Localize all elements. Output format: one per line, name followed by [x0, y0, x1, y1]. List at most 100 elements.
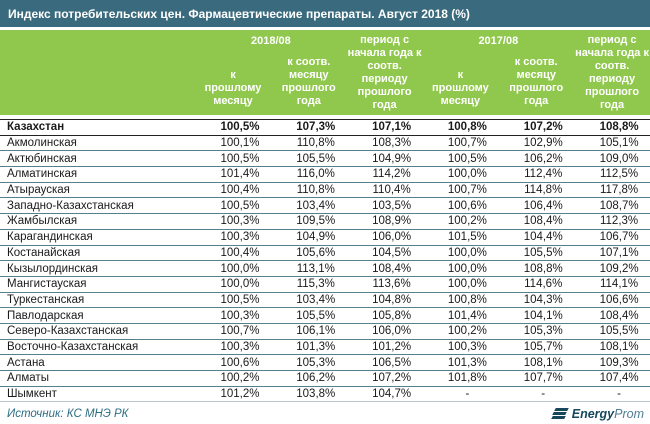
- subheader-same-month-2017: к соотв. месяцу прошлого года: [498, 52, 575, 115]
- value-cell: 105,5%: [270, 150, 347, 168]
- value-cell: 105,3%: [498, 323, 575, 340]
- value-cell: 104,1%: [498, 307, 575, 324]
- value-cell: 101,3%: [270, 339, 347, 356]
- value-cell: 105,5%: [498, 245, 575, 262]
- value-cell: 114,2%: [346, 166, 423, 183]
- value-cell: 100,0%: [195, 276, 271, 293]
- value-cell: 104,8%: [346, 292, 423, 309]
- value-cell: 103,4%: [270, 292, 347, 309]
- table-row: Карагандинская 100,3% 104,9% 106,0% 101,5% 10…: [0, 229, 650, 246]
- value-cell: 100,6%: [422, 197, 499, 215]
- subheader-ytd-2017: период с начала года к соотв. периоду пр…: [574, 30, 650, 115]
- value-cell: 101,2%: [346, 339, 423, 356]
- region-cell: Западно-Казахстанская: [0, 197, 196, 215]
- region-column-header: [0, 30, 196, 115]
- value-cell: 104,7%: [346, 386, 423, 403]
- value-cell: 109,2%: [574, 260, 650, 277]
- value-cell: 100,8%: [422, 292, 499, 309]
- value-cell: 106,6%: [574, 292, 650, 309]
- value-cell: 108,3%: [346, 135, 423, 152]
- value-cell: 100,3%: [195, 213, 271, 230]
- value-cell: 109,3%: [574, 354, 650, 371]
- value-cell: 112,3%: [574, 213, 650, 230]
- value-cell: 106,2%: [270, 370, 347, 387]
- value-cell: 113,6%: [346, 276, 423, 293]
- value-cell: 107,2%: [346, 370, 423, 387]
- region-cell: Туркестанская: [0, 292, 196, 309]
- value-cell: 100,1%: [195, 135, 271, 152]
- region-cell: Алматинская: [0, 166, 196, 183]
- subheader-ytd-2018: период с начала года к соотв. периоду пр…: [346, 30, 423, 115]
- value-cell: 100,0%: [422, 245, 499, 262]
- value-cell: 108,4%: [574, 307, 650, 324]
- region-cell: Шымкент: [0, 386, 196, 403]
- report-title-bar: Индекс потребительских цен. Фармацевтиче…: [0, 0, 650, 27]
- region-cell: Мангистауская: [0, 276, 196, 293]
- value-cell: 100,3%: [195, 229, 271, 246]
- value-cell: 100,8%: [422, 119, 499, 136]
- value-cell: 107,2%: [498, 119, 575, 136]
- value-cell: 106,2%: [498, 150, 575, 168]
- table-row: Западно-Казахстанская 100,5% 103,4% 103,5% 1…: [0, 197, 650, 215]
- value-cell: 109,0%: [574, 150, 650, 168]
- region-cell: Карагандинская: [0, 229, 196, 246]
- subheader-same-month-2018: к соотв. месяцу прошлого года: [270, 52, 347, 115]
- value-cell: 110,8%: [270, 182, 347, 199]
- value-cell: 108,4%: [498, 213, 575, 230]
- value-cell: -: [422, 386, 499, 403]
- value-cell: 110,8%: [270, 135, 347, 152]
- column-group-2017: 2017/08: [422, 30, 575, 52]
- value-cell: 116,0%: [270, 166, 347, 183]
- value-cell: 100,5%: [195, 292, 271, 309]
- region-cell: Павлодарская: [0, 307, 196, 324]
- value-cell: 108,8%: [498, 260, 575, 277]
- value-cell: 105,7%: [498, 339, 575, 356]
- value-cell: 100,5%: [195, 119, 271, 136]
- value-cell: 100,3%: [195, 339, 271, 356]
- value-cell: 100,6%: [195, 354, 271, 371]
- value-cell: 100,2%: [422, 213, 499, 230]
- value-cell: -: [574, 386, 650, 403]
- value-cell: 104,3%: [498, 292, 575, 309]
- value-cell: 107,1%: [574, 245, 650, 262]
- region-cell: Астана: [0, 354, 196, 371]
- value-cell: 101,3%: [422, 354, 499, 371]
- table-row: Северо-Казахстанская 100,7% 106,1% 106,0% 10…: [0, 323, 650, 340]
- value-cell: 107,3%: [270, 119, 347, 136]
- value-cell: 106,0%: [346, 323, 423, 340]
- value-cell: 105,6%: [270, 245, 347, 262]
- report-title: Индекс потребительских цен. Фармацевтиче…: [8, 6, 470, 21]
- value-cell: 100,2%: [422, 323, 499, 340]
- table-row: Кызылординская 100,0% 113,1% 108,4% 100,0% 10…: [0, 260, 650, 277]
- value-cell: 113,1%: [270, 260, 347, 277]
- table-row: Атырауская 100,4% 110,8% 110,4% 100,7% 114,8%…: [0, 182, 650, 199]
- table-row: Актюбинская 100,5% 105,5% 104,9% 100,5% 106,2…: [0, 150, 650, 168]
- cpi-table: 2018/08 период с начала года к соотв. пе…: [0, 30, 650, 403]
- value-cell: 100,2%: [195, 370, 271, 387]
- value-cell: 115,3%: [270, 276, 347, 293]
- value-cell: 112,4%: [498, 166, 575, 183]
- value-cell: 102,9%: [498, 135, 575, 152]
- region-cell: Алматы: [0, 370, 196, 387]
- value-cell: 100,0%: [422, 166, 499, 183]
- region-cell: Жамбылская: [0, 213, 196, 230]
- value-cell: 104,5%: [346, 245, 423, 262]
- region-cell: Костанайская: [0, 245, 196, 262]
- column-group-2018: 2018/08: [195, 30, 347, 52]
- value-cell: 110,4%: [346, 182, 423, 199]
- table-row: Алматинская 101,4% 116,0% 114,2% 100,0% 112,4…: [0, 166, 650, 183]
- table-row: Туркестанская 100,5% 103,4% 104,8% 100,8% 104…: [0, 292, 650, 309]
- value-cell: 107,1%: [346, 119, 423, 136]
- value-cell: 100,3%: [422, 339, 499, 356]
- region-cell: Кызылординская: [0, 260, 196, 277]
- value-cell: 112,5%: [574, 166, 650, 183]
- value-cell: 108,8%: [574, 119, 650, 136]
- table-body: Казахстан 100,5% 107,3% 107,1% 100,8% 107,2% 1…: [0, 119, 650, 403]
- value-cell: 105,8%: [346, 307, 423, 324]
- value-cell: 117,8%: [574, 182, 650, 199]
- value-cell: 105,5%: [270, 307, 347, 324]
- value-cell: 100,4%: [195, 182, 271, 199]
- value-cell: 108,1%: [574, 339, 650, 356]
- value-cell: 106,5%: [346, 354, 423, 371]
